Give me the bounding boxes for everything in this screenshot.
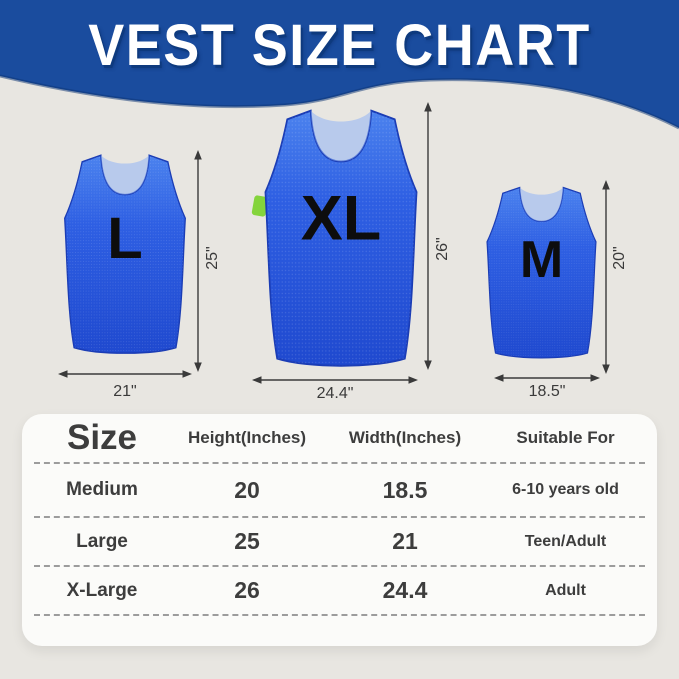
row-height-value: 20	[234, 476, 260, 503]
row-size-name: Medium	[66, 479, 138, 500]
banner-background	[0, 0, 679, 130]
width-label-xlarge: 24.4"	[316, 385, 354, 402]
vest-large-letter: L	[107, 206, 143, 272]
height-arrow-medium	[602, 180, 610, 374]
row-suitable-for: 6-10 years old	[512, 481, 619, 498]
column-header-size: Size	[66, 418, 138, 457]
table-row: Medium 20 18.5 6-10 years old	[34, 464, 645, 518]
vest-large-graphic	[64, 154, 186, 354]
vest-medium: M	[481, 183, 602, 362]
row-suitable-for: Adult	[545, 581, 586, 599]
row-size-name: Large	[76, 530, 128, 552]
vest-xlarge: XL	[257, 104, 425, 372]
column-header-suitable: Suitable For	[516, 428, 615, 447]
height-arrow-large	[194, 150, 202, 372]
vest-large: L	[58, 150, 192, 358]
row-width-value: 21	[392, 528, 418, 554]
height-label-large: 25"	[204, 246, 221, 270]
row-width-value: 24.4	[382, 577, 428, 603]
column-header-width: Width(Inches)	[348, 428, 462, 447]
height-label-xlarge: 26"	[434, 237, 451, 261]
width-label-large: 21"	[113, 383, 137, 400]
page-title: VEST SIZE CHART	[88, 13, 591, 78]
row-width-value: 18.5	[382, 476, 428, 503]
width-label-medium: 18.5"	[528, 383, 566, 400]
row-height-value: 25	[234, 528, 260, 554]
vest-medium-letter: M	[519, 230, 564, 289]
table-header-row: Size Height(Inches) Width(Inches) Suitab…	[34, 414, 645, 464]
height-label-medium: 20"	[611, 246, 628, 270]
row-suitable-for: Teen/Adult	[524, 532, 607, 550]
vest-medium-graphic	[486, 186, 597, 359]
height-arrow-xlarge	[424, 102, 432, 370]
width-arrow-large	[58, 370, 192, 378]
table-row: X-Large 26 24.4 Adult	[34, 567, 645, 616]
row-height-value: 26	[234, 577, 260, 603]
vest-xlarge-letter: XL	[300, 183, 382, 254]
width-arrow-medium	[494, 374, 600, 382]
vest-xlarge-graphic	[264, 109, 418, 367]
size-table-card: Size Height(Inches) Width(Inches) Suitab…	[22, 414, 657, 646]
row-size-name: X-Large	[66, 579, 138, 601]
width-arrow-xlarge	[252, 376, 418, 384]
column-header-height: Height(Inches)	[187, 428, 307, 447]
table-row: Large 25 21 Teen/Adult	[34, 518, 645, 567]
